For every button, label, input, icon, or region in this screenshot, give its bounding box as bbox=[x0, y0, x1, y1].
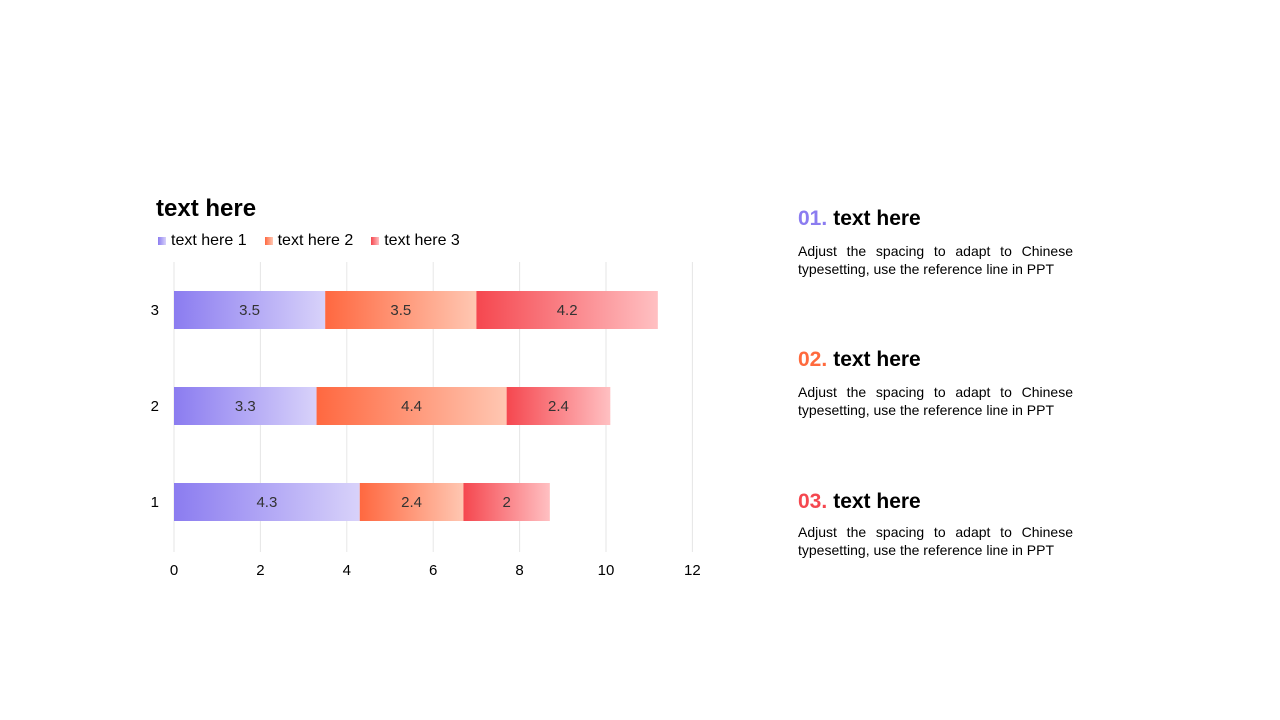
x-tick-label: 12 bbox=[684, 562, 701, 579]
chart-title: text here bbox=[156, 195, 257, 222]
x-tick-label: 8 bbox=[515, 562, 523, 579]
x-tick-label: 10 bbox=[598, 562, 615, 579]
x-tick-label: 4 bbox=[343, 562, 351, 579]
legend-item-series-1: text here 1 bbox=[158, 232, 247, 250]
legend-label-series-1: text here 1 bbox=[171, 232, 247, 249]
legend-label-series-2: text here 2 bbox=[277, 232, 354, 249]
bar-value-labels: 4.3 2.4 2 3.3 4.4 2.4 3.5 3.5 4.2 bbox=[235, 302, 578, 511]
info-body-1: Adjust the spacing to adapt to Chinese t… bbox=[798, 243, 1073, 277]
info-block-3: 03. text here Adjust the spacing to adapt… bbox=[798, 489, 1073, 559]
bars bbox=[174, 291, 658, 521]
x-tick-label: 6 bbox=[429, 562, 437, 579]
info-number-2: 02. bbox=[798, 348, 828, 371]
info-block-2: 02. text here Adjust the spacing to adapt… bbox=[798, 347, 1073, 419]
info-heading-3: 03. text here bbox=[798, 489, 1073, 515]
info-title-3: text here bbox=[833, 490, 921, 513]
bar-value-label: 2.4 bbox=[548, 398, 569, 415]
bar-value-label: 4.4 bbox=[401, 398, 422, 415]
bar-value-label: 4.2 bbox=[557, 302, 578, 319]
info-number-1: 01. bbox=[798, 207, 828, 230]
x-tick-label: 0 bbox=[170, 562, 178, 579]
bar-value-label: 3.3 bbox=[235, 398, 256, 415]
legend-label-series-3: text here 3 bbox=[384, 232, 460, 249]
bar-series-3-category-2 bbox=[506, 387, 611, 425]
y-tick-label: 1 bbox=[151, 494, 159, 511]
bar-value-label: 3.5 bbox=[390, 302, 411, 319]
bar-series-2-category-1 bbox=[359, 483, 464, 521]
legend-swatch-series-3 bbox=[371, 237, 380, 245]
info-number-3: 03. bbox=[798, 490, 828, 513]
bar-series-3-category-1 bbox=[463, 483, 550, 521]
bar-value-label: 2 bbox=[502, 494, 510, 511]
bar-series-2-category-3 bbox=[325, 291, 477, 329]
bar-series-1-category-1 bbox=[174, 483, 360, 521]
info-body-2: Adjust the spacing to adapt to Chinese t… bbox=[798, 384, 1073, 418]
bar-series-2-category-2 bbox=[316, 387, 507, 425]
y-tick-label: 2 bbox=[151, 398, 159, 415]
info-title-1: text here bbox=[833, 207, 921, 230]
bar-value-label: 4.3 bbox=[256, 494, 277, 511]
y-tick-label: 3 bbox=[151, 302, 159, 319]
bar-value-label: 3.5 bbox=[239, 302, 260, 319]
info-body-3: Adjust the spacing to adapt to Chinese t… bbox=[798, 524, 1073, 558]
bar-series-3-category-3 bbox=[476, 291, 658, 329]
legend-swatch-series-1 bbox=[158, 237, 166, 245]
info-block-1: 01. text here Adjust the spacing to adapt… bbox=[798, 206, 1073, 278]
info-heading-2: 02. text here bbox=[798, 347, 1073, 373]
info-title-2: text here bbox=[833, 348, 921, 371]
legend-item-series-3: text here 3 bbox=[371, 232, 460, 250]
chart-legend: text here 1 text here 2 text here 3 bbox=[158, 231, 478, 251]
bar-series-1-category-2 bbox=[174, 387, 317, 425]
legend-swatch-series-2 bbox=[264, 237, 273, 245]
bar-value-label: 2.4 bbox=[401, 494, 422, 511]
x-tick-label: 2 bbox=[256, 562, 264, 579]
info-heading-1: 01. text here bbox=[798, 206, 1073, 232]
legend-item-series-2: text here 2 bbox=[264, 232, 354, 250]
bar-series-1-category-3 bbox=[174, 291, 326, 329]
